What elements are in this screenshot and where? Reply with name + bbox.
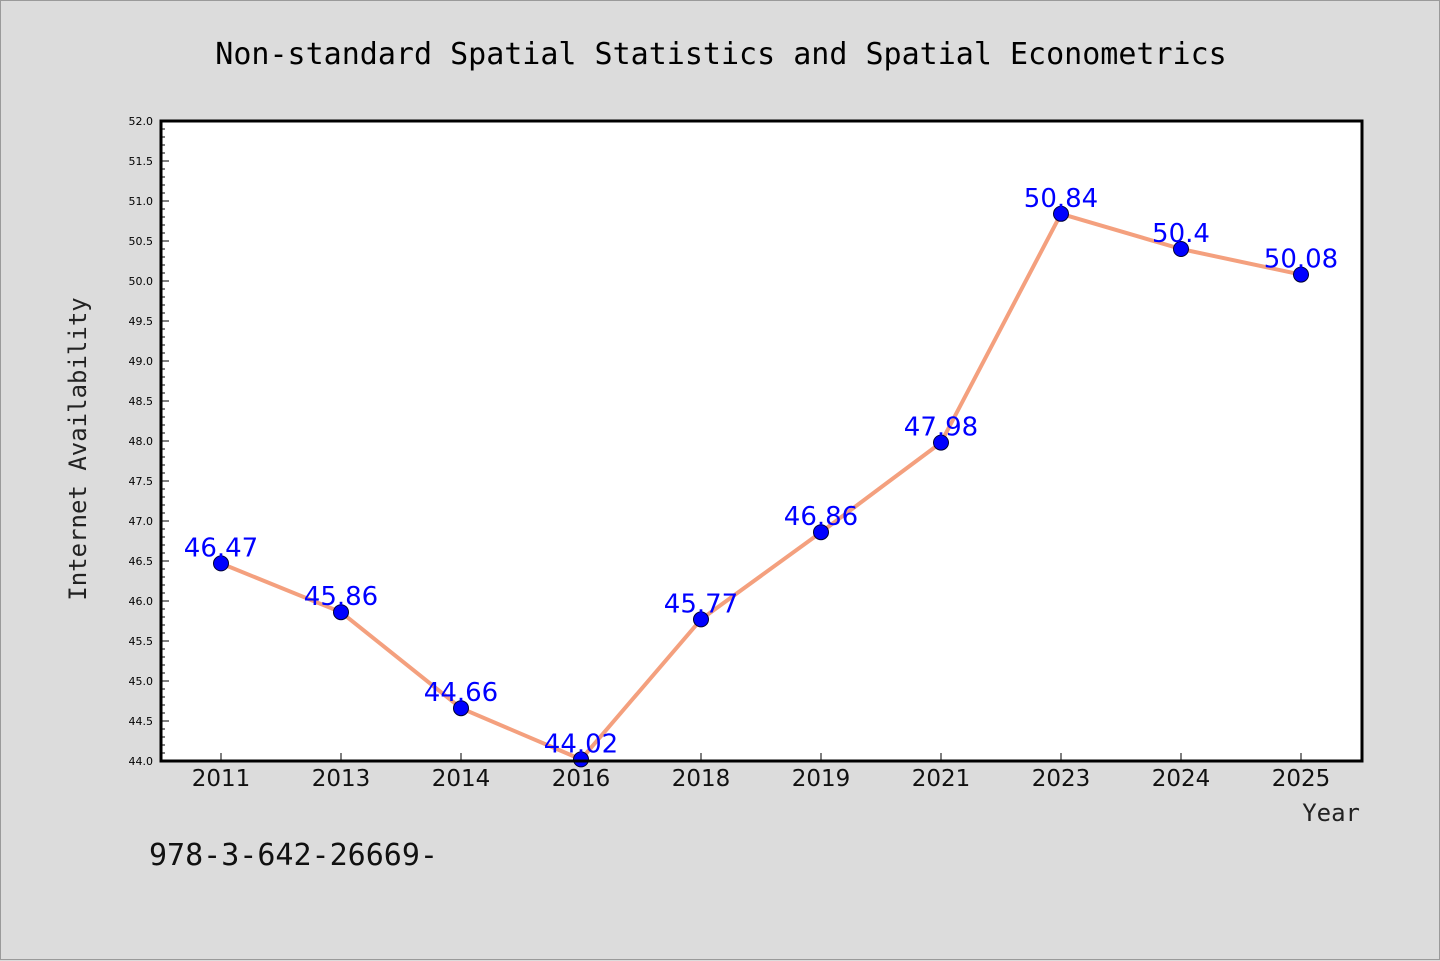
y-tick-label: 46.5 [129, 555, 154, 568]
y-tick-label: 47.0 [129, 515, 154, 528]
x-axis-ticks: 2011 2013 2014 2016 2018 2019 2021 2023 2024 2025 [192, 753, 1331, 792]
series-layer [213, 205, 1309, 768]
data-label: 50.4 [1152, 219, 1210, 249]
y-tick-label: 52.0 [129, 115, 154, 128]
data-point-marker [693, 611, 709, 628]
y-tick-label: 46.0 [129, 595, 154, 608]
data-point-marker [1293, 266, 1309, 283]
data-label: 44.66 [424, 678, 498, 708]
x-tick-label: 2011 [192, 766, 251, 792]
data-label: 46.86 [784, 502, 858, 532]
data-point-marker [933, 434, 949, 451]
data-label: 44.02 [544, 729, 618, 759]
x-tick-label: 2014 [432, 766, 491, 792]
x-tick-label: 2023 [1032, 766, 1091, 792]
x-tick-label: 2019 [792, 766, 851, 792]
y-tick-label: 45.5 [129, 635, 154, 648]
chart-title: Non-standard Spatial Statistics and Spat… [215, 37, 1226, 72]
y-tick-label: 50.5 [129, 235, 154, 248]
y-tick-label: 45.0 [129, 675, 154, 688]
data-label: 50.08 [1264, 245, 1338, 275]
plot-area [161, 121, 1362, 761]
y-tick-label: 48.0 [129, 435, 154, 448]
x-tick-label: 2025 [1272, 766, 1331, 792]
x-tick-label: 2016 [552, 766, 611, 792]
data-label: 46.47 [184, 533, 258, 563]
data-point-marker [1173, 241, 1189, 257]
data-point-marker [333, 604, 349, 621]
y-axis-label: Internet Availability [64, 297, 92, 600]
y-tick-label: 44.5 [129, 715, 154, 728]
y-tick-label: 48.5 [129, 395, 154, 408]
data-label: 50.84 [1024, 184, 1098, 214]
x-tick-label: 2021 [912, 766, 971, 792]
data-label: 45.86 [304, 582, 378, 612]
y-tick-label: 44.0 [129, 755, 154, 768]
y-tick-label: 51.0 [129, 195, 154, 208]
data-point-marker [213, 555, 229, 572]
data-point-marker [813, 524, 829, 541]
y-tick-label: 51.5 [129, 155, 154, 168]
series-line [219, 211, 1303, 762]
y-tick-label: 47.5 [129, 475, 154, 488]
y-tick-label: 49.0 [129, 355, 154, 368]
x-axis-label: Year [1302, 799, 1360, 827]
y-tick-label: 49.5 [129, 315, 154, 328]
data-point-marker [453, 700, 469, 717]
footnote-isbn: 978-3-642-26669- [149, 838, 438, 873]
y-tick-label: 50.0 [129, 275, 154, 288]
data-label: 47.98 [904, 413, 978, 443]
data-label: 45.77 [664, 589, 738, 619]
plot-frame [159, 119, 1364, 763]
data-label-layer: 46.47 45.86 44.66 44.02 45.77 46.86 47.98 50.84… [184, 184, 1338, 760]
data-point-marker [1053, 205, 1069, 222]
x-tick-label: 2013 [312, 766, 371, 792]
x-tick-label: 2024 [1152, 766, 1211, 792]
data-point-marker [573, 751, 589, 768]
x-tick-label: 2018 [672, 766, 731, 792]
